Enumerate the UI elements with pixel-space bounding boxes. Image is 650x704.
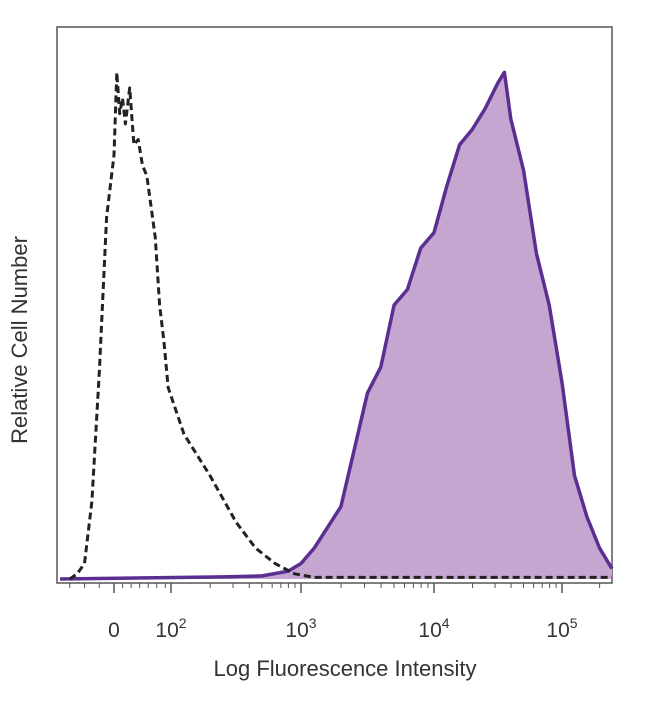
series-1-area <box>60 72 612 580</box>
x-tick-label: 103 <box>285 615 316 642</box>
x-tick-label-base: 10 <box>285 619 308 642</box>
x-tick-label-base: 10 <box>546 619 569 642</box>
x-tick-label-exponent: 3 <box>309 615 317 631</box>
series-1-line <box>59 70 614 581</box>
x-tick-label: 0 <box>108 619 120 642</box>
x-tick-label: 105 <box>546 615 577 642</box>
x-tick-label: 102 <box>155 615 186 642</box>
series-0-line <box>68 70 612 581</box>
x-tick-label-exponent: 2 <box>179 615 187 631</box>
x-axis-ticks: 0 102 103 104 105 <box>69 583 601 642</box>
x-tick-label-base: 0 <box>108 619 120 642</box>
x-tick-label-base: 10 <box>418 619 441 642</box>
y-axis-title: Relative Cell Number <box>7 236 32 444</box>
x-tick-label-exponent: 4 <box>442 615 450 631</box>
x-tick-label: 104 <box>418 615 449 642</box>
series-layer <box>59 70 614 581</box>
x-tick-label-exponent: 5 <box>570 615 578 631</box>
x-tick-label-base: 10 <box>155 619 178 642</box>
x-axis-title: Log Fluorescence Intensity <box>214 656 477 681</box>
